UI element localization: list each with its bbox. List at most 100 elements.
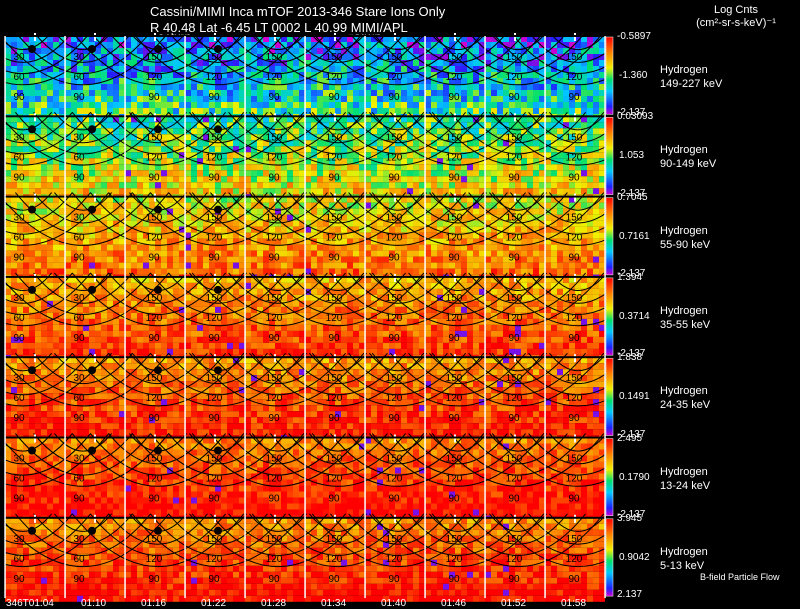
heat-cell	[575, 60, 581, 66]
heat-cell	[509, 72, 515, 78]
heat-cell	[209, 54, 215, 60]
heat-cell	[575, 134, 581, 141]
heat-cell	[395, 158, 401, 165]
heat-cell	[23, 152, 29, 159]
heat-cell	[317, 42, 323, 48]
heat-cell	[251, 146, 257, 153]
heat-cell	[587, 226, 593, 233]
heat-cell	[89, 164, 95, 171]
heat-cell	[515, 42, 521, 48]
heat-cell	[569, 96, 575, 102]
heat-cell	[293, 262, 299, 269]
heat-cell	[257, 128, 263, 135]
heat-cell	[377, 128, 383, 135]
heat-cell	[23, 72, 29, 78]
heat-cell	[161, 84, 167, 90]
heat-cell	[5, 170, 11, 177]
heat-cell	[71, 134, 77, 141]
heat-cell	[101, 90, 107, 96]
heat-cell	[485, 182, 491, 189]
heat-cell	[521, 146, 527, 153]
heat-cell	[59, 96, 65, 102]
heat-cell	[401, 196, 407, 203]
heat-cell	[581, 102, 587, 108]
heat-cell	[323, 54, 329, 60]
heat-cell	[113, 72, 119, 78]
heat-cell	[335, 48, 341, 54]
heat-cell	[359, 84, 365, 90]
heat-cell	[401, 78, 407, 84]
heat-cell	[23, 208, 29, 215]
heat-cell	[545, 146, 551, 153]
heat-cell	[491, 36, 497, 42]
heat-cell	[359, 256, 365, 263]
heat-cell	[395, 170, 401, 177]
heat-cell	[257, 48, 263, 54]
heat-cell	[137, 152, 143, 159]
heat-cell	[299, 108, 305, 114]
heat-cell	[5, 182, 11, 189]
heat-cell	[239, 164, 245, 171]
heat-cell	[233, 84, 239, 90]
heat-cell	[155, 36, 161, 42]
heat-cell	[203, 128, 209, 135]
heat-cell	[449, 66, 455, 72]
heat-cell	[521, 164, 527, 171]
heat-cell	[41, 108, 47, 114]
heat-cell	[29, 176, 35, 183]
heat-cell	[533, 96, 539, 102]
heat-cell	[497, 108, 503, 114]
heat-cell	[353, 268, 359, 275]
heat-cell	[155, 90, 161, 96]
heat-cell	[227, 78, 233, 84]
heat-cell	[365, 262, 371, 269]
heat-cell	[557, 176, 563, 183]
heat-cell	[587, 288, 593, 295]
heat-cell	[245, 176, 251, 183]
heat-cell	[395, 134, 401, 141]
heat-cell	[161, 42, 167, 48]
heat-cell	[491, 84, 497, 90]
heat-cell	[125, 164, 131, 171]
heat-cell	[77, 176, 83, 183]
heat-cell	[353, 196, 359, 203]
heat-cell	[413, 176, 419, 183]
heat-cell	[23, 134, 29, 141]
heat-cell	[449, 116, 455, 123]
heat-cell	[437, 300, 443, 307]
heat-cell	[527, 96, 533, 102]
heat-cell	[491, 288, 497, 295]
heat-cell	[47, 108, 53, 114]
heat-cell	[149, 78, 155, 84]
heat-cell	[587, 116, 593, 123]
heat-cell	[413, 66, 419, 72]
heat-cell	[107, 170, 113, 177]
heat-cell	[473, 220, 479, 227]
heat-cell	[497, 102, 503, 108]
heat-cell	[269, 146, 275, 153]
heat-cell	[491, 134, 497, 141]
heat-cell	[89, 256, 95, 263]
heat-cell	[317, 196, 323, 203]
heat-cell	[197, 158, 203, 165]
heat-cell	[545, 170, 551, 177]
heat-cell	[35, 84, 41, 90]
heat-cell	[131, 84, 137, 90]
heat-cell	[425, 54, 431, 60]
heat-cell	[401, 116, 407, 123]
heat-cell	[401, 134, 407, 141]
heat-cell	[275, 176, 281, 183]
heat-cell	[455, 102, 461, 108]
heat-cell	[221, 196, 227, 203]
heat-cell	[65, 152, 71, 159]
heat-cell	[41, 84, 47, 90]
heat-cell	[59, 288, 65, 295]
heat-cell	[563, 202, 569, 209]
heat-cell	[317, 128, 323, 135]
heat-cell	[599, 54, 605, 60]
heat-cell	[221, 116, 227, 123]
heat-cell	[323, 128, 329, 135]
heat-cell	[35, 116, 41, 123]
heat-cell	[449, 78, 455, 84]
heat-cell	[485, 152, 491, 159]
